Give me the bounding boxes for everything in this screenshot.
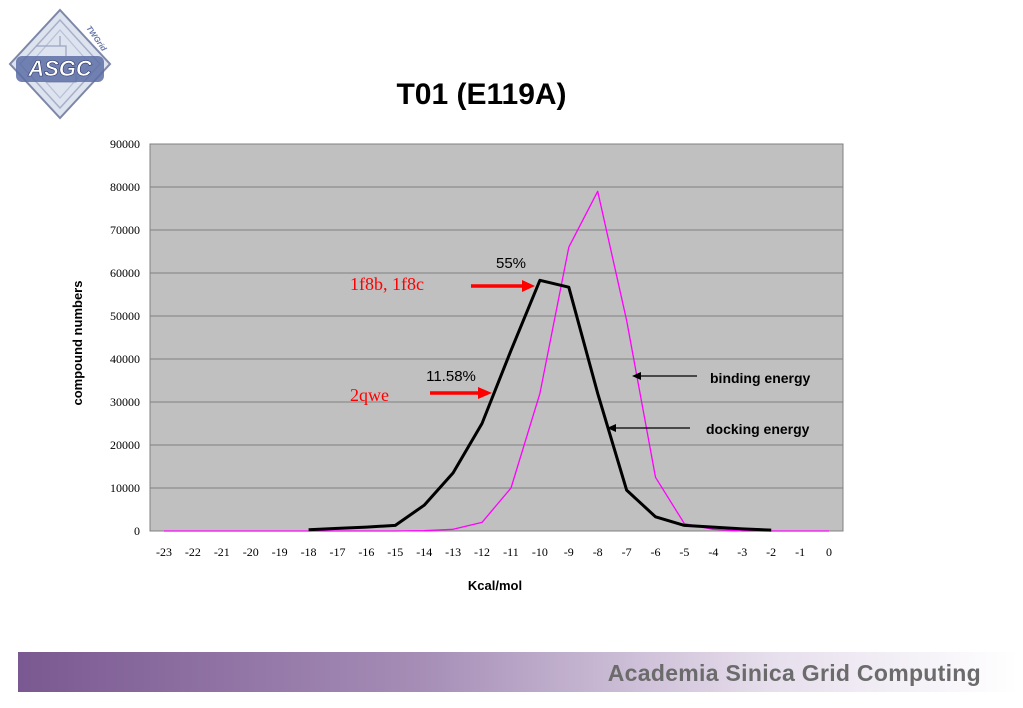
footer-band	[18, 652, 1018, 692]
y-tick-label: 20000	[110, 438, 140, 452]
y-tick-label: 50000	[110, 309, 140, 323]
x-tick-label: -14	[416, 545, 432, 559]
x-tick-label: -7	[622, 545, 632, 559]
logo-text: ASGC	[27, 56, 93, 81]
x-tick-label: -2	[766, 545, 776, 559]
x-tick-label: -12	[474, 545, 490, 559]
x-tick-label: -3	[737, 545, 747, 559]
plot-area	[149, 143, 844, 532]
x-tick-label: -23	[156, 545, 172, 559]
legend-arrow-binding	[632, 372, 697, 380]
legend-arrow-docking	[607, 424, 690, 432]
x-tick-label: -6	[651, 545, 661, 559]
annotation-2qwe: 2qwe	[350, 385, 389, 405]
series-lines	[164, 190, 829, 532]
red-arrow-2qwe	[430, 387, 492, 399]
annotation-55pct: 55%	[496, 255, 526, 272]
series-line-binding-energy	[164, 190, 829, 532]
footer-text: Academia Sinica Grid Computing	[607, 660, 981, 686]
y-axis-label: compound numbers	[70, 281, 85, 406]
y-tick-label: 30000	[110, 395, 140, 409]
x-tick-label: -17	[329, 545, 345, 559]
x-tick-label: -21	[214, 545, 230, 559]
x-tick-label: -20	[243, 545, 259, 559]
x-tick-label: -13	[445, 545, 461, 559]
slide-title: T01 (E119A)	[396, 78, 567, 111]
y-tick-label: 90000	[110, 137, 140, 151]
x-tick-label: -1	[795, 545, 805, 559]
annotation-1f8b-1f8c: 1f8b, 1f8c	[350, 274, 424, 294]
label-binding-energy: binding energy	[710, 370, 811, 386]
x-tick-label: -15	[387, 545, 403, 559]
x-tick-label: -16	[358, 545, 374, 559]
x-tick-label: -9	[564, 545, 574, 559]
x-tick-label: -5	[679, 545, 689, 559]
y-tick-label: 10000	[110, 481, 140, 495]
x-tick-labels: -23 -22 -21 -20 -19 -18 -17 -16 -15 -14 -13 -12 -11-…	[156, 545, 832, 559]
y-tick-labels: 0 10000 20000 30000 40000 50000 60000 70000 8000…	[110, 137, 140, 538]
label-docking-energy: docking energy	[706, 421, 810, 437]
y-tick-label: 80000	[110, 180, 140, 194]
asgc-logo: ASGC TWGrid	[8, 8, 112, 120]
annotation-11pct: 11.58%	[426, 368, 476, 385]
red-arrow-1f8b	[471, 280, 535, 292]
y-tick-label: 0	[134, 524, 140, 538]
x-tick-label: -4	[708, 545, 718, 559]
x-axis-label: Kcal/mol	[468, 578, 522, 593]
x-tick-label: -22	[185, 545, 201, 559]
y-tick-label: 40000	[110, 352, 140, 366]
series-line-docking-energy	[308, 278, 772, 532]
y-tick-label: 70000	[110, 223, 140, 237]
x-tick-label: -10	[532, 545, 548, 559]
x-tick-label: -18	[301, 545, 317, 559]
x-tick-label: -19	[272, 545, 288, 559]
x-tick-label: -8	[593, 545, 603, 559]
y-tick-label: 60000	[110, 266, 140, 280]
x-tick-label: 0	[826, 545, 832, 559]
x-tick-label: -11	[503, 545, 519, 559]
